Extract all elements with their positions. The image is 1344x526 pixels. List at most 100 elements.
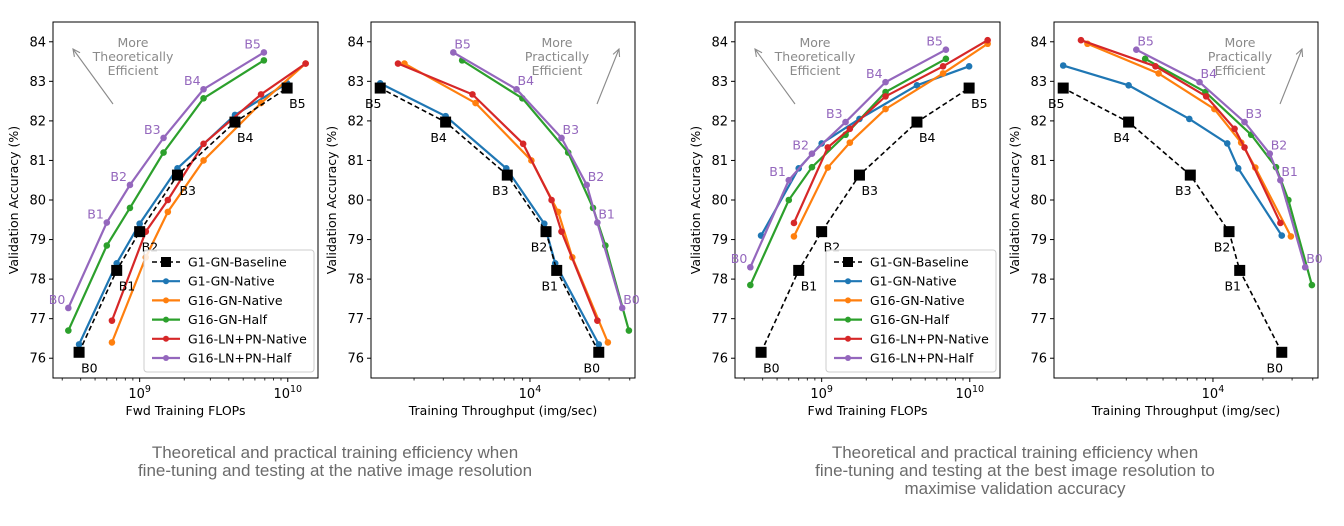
y-tick-label: 77 xyxy=(711,312,728,327)
y-tick-label: 76 xyxy=(711,352,728,367)
point-label: B5 xyxy=(365,96,382,111)
data-point xyxy=(164,208,172,216)
legend-label: G16-LN+PN-Native xyxy=(870,331,989,346)
series-line xyxy=(749,48,947,268)
series-line xyxy=(1062,87,1283,353)
series-g16-gn-native xyxy=(790,40,991,240)
data-point xyxy=(984,36,991,44)
series-line xyxy=(792,42,989,237)
data-point xyxy=(200,140,207,148)
caption-best-resolution: Theoretical and practical training effic… xyxy=(815,443,1215,498)
point-label: B4 xyxy=(237,130,254,145)
y-tick-label: 77 xyxy=(347,312,364,327)
data-point xyxy=(472,99,479,107)
data-point xyxy=(103,219,111,226)
y-tick-label: 83 xyxy=(711,75,728,90)
data-point xyxy=(747,263,754,271)
y-tick-label: 76 xyxy=(29,352,46,367)
point-label: B5 xyxy=(1137,34,1154,49)
y-tick-label: 77 xyxy=(29,312,46,327)
annotation-text: Theoretically xyxy=(774,49,856,64)
y-tick-label: 83 xyxy=(1030,75,1047,90)
y-tick-label: 82 xyxy=(711,114,728,129)
y-tick-label: 79 xyxy=(29,233,46,248)
annotation-text: More xyxy=(1225,35,1256,50)
point-label: B2 xyxy=(1271,138,1288,153)
data-point xyxy=(1155,70,1162,77)
data-point xyxy=(540,226,552,238)
efficiency-arrow-icon xyxy=(754,48,796,105)
efficiency-arrow-icon xyxy=(1279,48,1303,105)
point-label: B0 xyxy=(584,360,601,375)
data-point xyxy=(1241,144,1248,151)
arrowhead-icon xyxy=(612,47,621,58)
data-point xyxy=(108,317,116,324)
x-tick-label: 1010 xyxy=(273,384,302,402)
series-g1-gn-native xyxy=(376,80,603,348)
data-point xyxy=(911,116,923,128)
point-label: B5 xyxy=(289,96,306,111)
series-line xyxy=(379,82,600,345)
annotation-text: Practically xyxy=(525,49,590,64)
x-tick-label: 109 xyxy=(128,384,151,402)
data-point xyxy=(882,93,889,100)
data-point xyxy=(1234,264,1246,276)
data-point xyxy=(450,49,457,56)
data-point xyxy=(1202,93,1210,100)
efficiency-arrow-icon xyxy=(596,48,620,105)
legend-marker xyxy=(163,355,169,361)
data-point xyxy=(1241,118,1248,126)
y-tick-label: 81 xyxy=(1030,154,1047,169)
caption-native-resolution: Theoretical and practical training effic… xyxy=(137,443,533,480)
y-tick-label: 82 xyxy=(347,114,364,129)
series-g16-ln-pn-native xyxy=(1077,36,1284,227)
y-tick-label: 80 xyxy=(347,194,364,209)
data-point xyxy=(594,317,601,324)
point-label: B0 xyxy=(1267,360,1284,375)
point-label: B1 xyxy=(119,278,136,293)
y-tick-label: 79 xyxy=(1030,233,1047,248)
y-tick-label: 84 xyxy=(29,35,46,50)
data-point xyxy=(1057,82,1069,94)
data-point xyxy=(1276,346,1288,358)
y-tick-label: 84 xyxy=(1030,35,1047,50)
annotation-text: More xyxy=(542,35,573,50)
legend-label: G16-LN+PN-Half xyxy=(188,351,292,366)
data-point xyxy=(229,116,241,128)
y-tick-label: 84 xyxy=(711,35,728,50)
data-point xyxy=(1223,140,1231,147)
y-tick-label: 80 xyxy=(711,194,728,209)
data-point xyxy=(200,157,207,164)
legend-marker xyxy=(845,335,851,342)
point-label: B4 xyxy=(184,73,201,88)
efficiency-arrow-icon xyxy=(72,48,114,105)
point-label: B3 xyxy=(1246,106,1263,121)
data-point xyxy=(816,226,828,238)
data-point xyxy=(1278,232,1286,239)
legend-label: G1-GN-Native xyxy=(870,274,957,289)
data-point xyxy=(942,55,950,63)
data-point xyxy=(1125,81,1132,89)
data-point xyxy=(551,264,563,276)
data-point xyxy=(65,327,72,334)
point-label: B4 xyxy=(1113,130,1130,145)
data-point xyxy=(103,242,111,249)
data-point xyxy=(281,82,293,94)
data-point xyxy=(882,105,889,113)
data-point xyxy=(618,304,626,312)
legend-label: G16-GN-Half xyxy=(188,312,268,327)
legend-label: G1-GN-Baseline xyxy=(188,255,287,270)
data-point xyxy=(1184,169,1196,181)
point-label: B0 xyxy=(623,292,640,307)
data-point xyxy=(108,339,116,346)
data-point xyxy=(302,60,309,67)
series-line xyxy=(403,62,609,343)
data-point xyxy=(164,196,172,204)
legend: G1-GN-Baseline G1-GN-Native G16-GN-Native G… xyxy=(825,249,997,373)
series-g16-ln-pn-native xyxy=(790,36,991,227)
legend-label: G16-GN-Native xyxy=(870,293,965,308)
data-point xyxy=(594,219,601,226)
data-point xyxy=(1277,176,1284,184)
annotation-text: Practically xyxy=(1208,49,1273,64)
data-point xyxy=(913,81,921,89)
